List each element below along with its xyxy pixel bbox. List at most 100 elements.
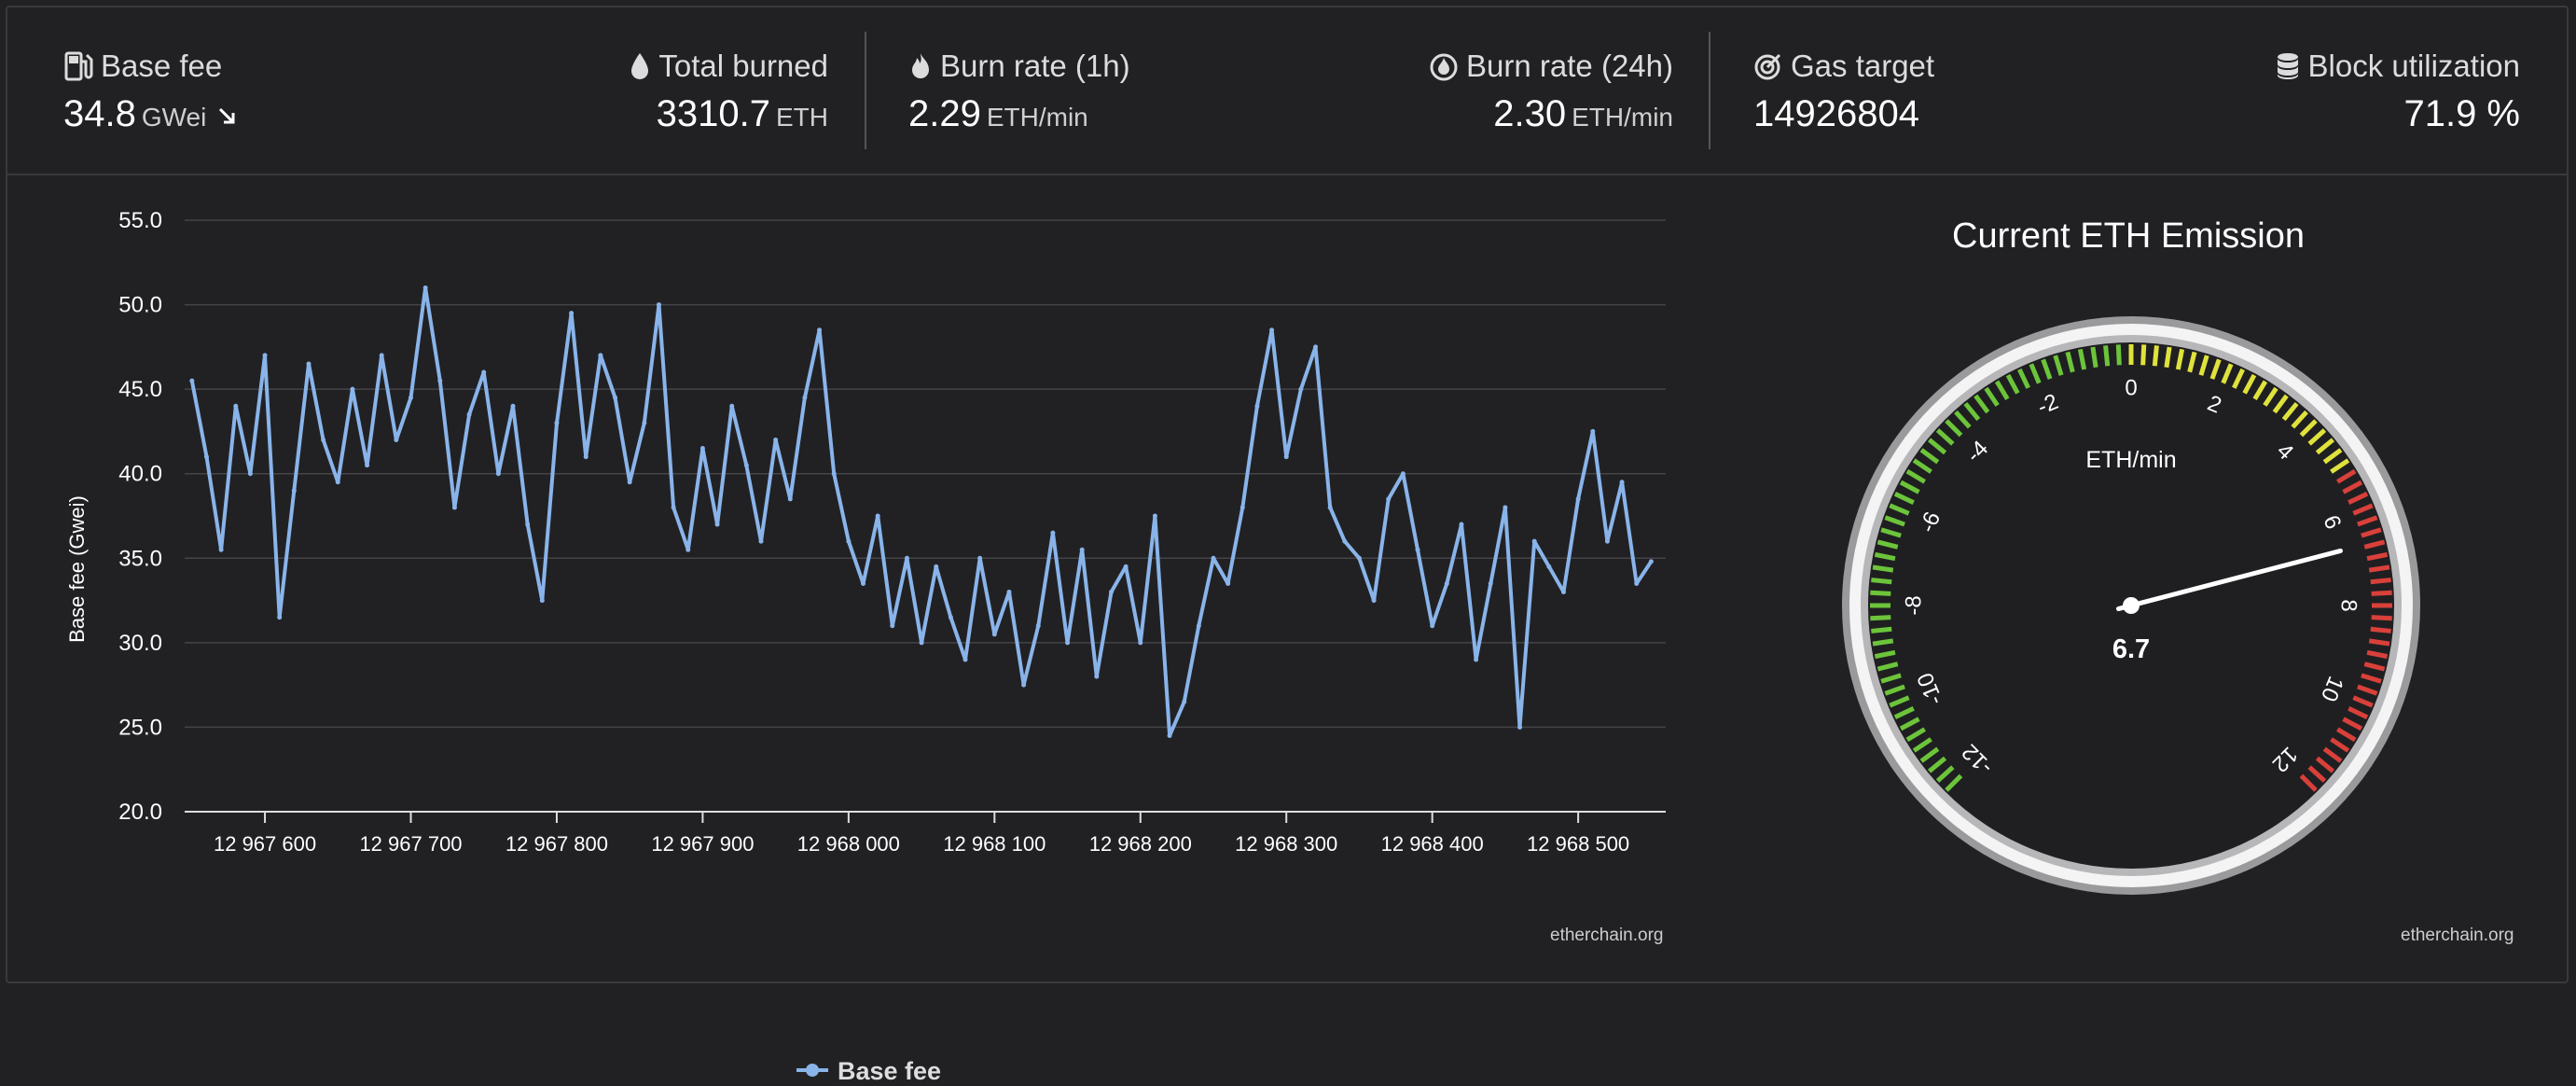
data-point[interactable] bbox=[321, 437, 326, 442]
data-point[interactable] bbox=[671, 505, 676, 510]
data-point[interactable] bbox=[451, 505, 457, 510]
data-point[interactable] bbox=[1254, 403, 1260, 409]
data-point[interactable] bbox=[802, 395, 808, 400]
data-point[interactable] bbox=[991, 632, 997, 637]
data-point[interactable] bbox=[1342, 538, 1348, 544]
data-point[interactable] bbox=[437, 378, 443, 383]
data-point[interactable] bbox=[247, 471, 253, 477]
data-point[interactable] bbox=[394, 437, 399, 442]
data-point[interactable] bbox=[1182, 699, 1187, 704]
data-point[interactable] bbox=[1503, 505, 1508, 510]
data-point[interactable] bbox=[1619, 480, 1625, 485]
data-point[interactable] bbox=[1211, 555, 1216, 561]
data-point[interactable] bbox=[1240, 505, 1245, 510]
data-point[interactable] bbox=[510, 403, 516, 409]
data-point[interactable] bbox=[787, 496, 793, 502]
data-point[interactable] bbox=[365, 463, 370, 468]
data-point[interactable] bbox=[1517, 724, 1523, 730]
data-point[interactable] bbox=[1488, 580, 1493, 586]
data-point[interactable] bbox=[291, 488, 297, 494]
data-point[interactable] bbox=[875, 513, 880, 519]
data-point[interactable] bbox=[466, 411, 472, 417]
data-point[interactable] bbox=[773, 437, 779, 442]
data-point[interactable] bbox=[1634, 580, 1640, 586]
data-point[interactable] bbox=[1298, 386, 1304, 392]
data-point[interactable] bbox=[1560, 590, 1566, 595]
data-point[interactable] bbox=[525, 522, 531, 527]
data-point[interactable] bbox=[350, 386, 355, 392]
data-point[interactable] bbox=[1050, 530, 1056, 536]
data-point[interactable] bbox=[1226, 580, 1231, 586]
data-point[interactable] bbox=[1590, 428, 1596, 434]
data-point[interactable] bbox=[890, 623, 895, 629]
data-point[interactable] bbox=[409, 395, 414, 400]
data-point[interactable] bbox=[539, 598, 545, 604]
data-point[interactable] bbox=[743, 463, 749, 468]
data-point[interactable] bbox=[861, 580, 866, 586]
data-point[interactable] bbox=[481, 369, 487, 375]
data-point[interactable] bbox=[1283, 454, 1289, 460]
data-point[interactable] bbox=[1430, 623, 1435, 629]
data-point[interactable] bbox=[831, 471, 837, 477]
data-point[interactable] bbox=[1546, 564, 1552, 569]
chart-credit-link[interactable]: etherchain.org bbox=[1550, 926, 1664, 945]
data-point[interactable] bbox=[714, 522, 720, 527]
data-point[interactable] bbox=[1371, 598, 1377, 604]
data-point[interactable] bbox=[233, 403, 239, 409]
base-fee-chart[interactable]: Base fee (Gwei) 20.0 25.0 30.0 35.0 40.0 45.0… bbox=[7, 175, 1686, 978]
data-point[interactable] bbox=[904, 555, 909, 561]
data-point[interactable] bbox=[1152, 513, 1157, 519]
data-point[interactable] bbox=[1196, 623, 1201, 629]
data-point[interactable] bbox=[1604, 538, 1610, 544]
data-point[interactable] bbox=[1400, 471, 1406, 477]
data-point[interactable] bbox=[1575, 496, 1581, 502]
data-point[interactable] bbox=[1648, 559, 1654, 564]
data-point[interactable] bbox=[977, 555, 983, 561]
data-point[interactable] bbox=[642, 420, 647, 425]
data-point[interactable] bbox=[1444, 580, 1449, 586]
data-point[interactable] bbox=[422, 285, 428, 290]
data-point[interactable] bbox=[686, 547, 691, 552]
data-point[interactable] bbox=[1356, 555, 1362, 561]
data-point[interactable] bbox=[218, 547, 224, 552]
data-point[interactable] bbox=[1006, 590, 1012, 595]
data-point[interactable] bbox=[379, 353, 384, 358]
data-point[interactable] bbox=[1035, 623, 1041, 629]
data-point[interactable] bbox=[262, 353, 268, 358]
data-point[interactable] bbox=[1079, 547, 1085, 552]
data-point[interactable] bbox=[1065, 640, 1071, 646]
data-point[interactable] bbox=[1138, 640, 1143, 646]
series-line-base-fee[interactable] bbox=[189, 285, 1654, 738]
data-point[interactable] bbox=[627, 480, 632, 485]
data-point[interactable] bbox=[613, 395, 618, 400]
data-point[interactable] bbox=[699, 446, 705, 452]
data-point[interactable] bbox=[817, 327, 823, 333]
data-point[interactable] bbox=[569, 311, 575, 316]
data-point[interactable] bbox=[919, 640, 924, 646]
data-point[interactable] bbox=[1167, 732, 1172, 738]
data-point[interactable] bbox=[554, 420, 560, 425]
data-point[interactable] bbox=[1459, 522, 1464, 527]
data-point[interactable] bbox=[656, 302, 661, 308]
data-point[interactable] bbox=[1094, 674, 1100, 679]
data-point[interactable] bbox=[1415, 547, 1420, 552]
data-point[interactable] bbox=[583, 454, 589, 460]
data-point[interactable] bbox=[1123, 564, 1129, 569]
data-point[interactable] bbox=[277, 615, 283, 620]
data-point[interactable] bbox=[189, 378, 195, 383]
gauge-credit-link[interactable]: etherchain.org bbox=[2401, 926, 2514, 945]
data-point[interactable] bbox=[846, 538, 852, 544]
data-point[interactable] bbox=[1313, 344, 1319, 350]
chart-legend-item[interactable]: Base fee bbox=[796, 1057, 941, 1086]
data-point[interactable] bbox=[729, 403, 735, 409]
data-point[interactable] bbox=[1474, 657, 1479, 662]
data-point[interactable] bbox=[948, 615, 953, 620]
data-point[interactable] bbox=[1386, 496, 1392, 502]
data-point[interactable] bbox=[1327, 505, 1333, 510]
data-point[interactable] bbox=[934, 564, 939, 569]
data-point[interactable] bbox=[306, 361, 312, 367]
data-point[interactable] bbox=[1108, 590, 1114, 595]
data-point[interactable] bbox=[598, 353, 603, 358]
data-point[interactable] bbox=[1021, 682, 1027, 688]
data-point[interactable] bbox=[1269, 327, 1275, 333]
